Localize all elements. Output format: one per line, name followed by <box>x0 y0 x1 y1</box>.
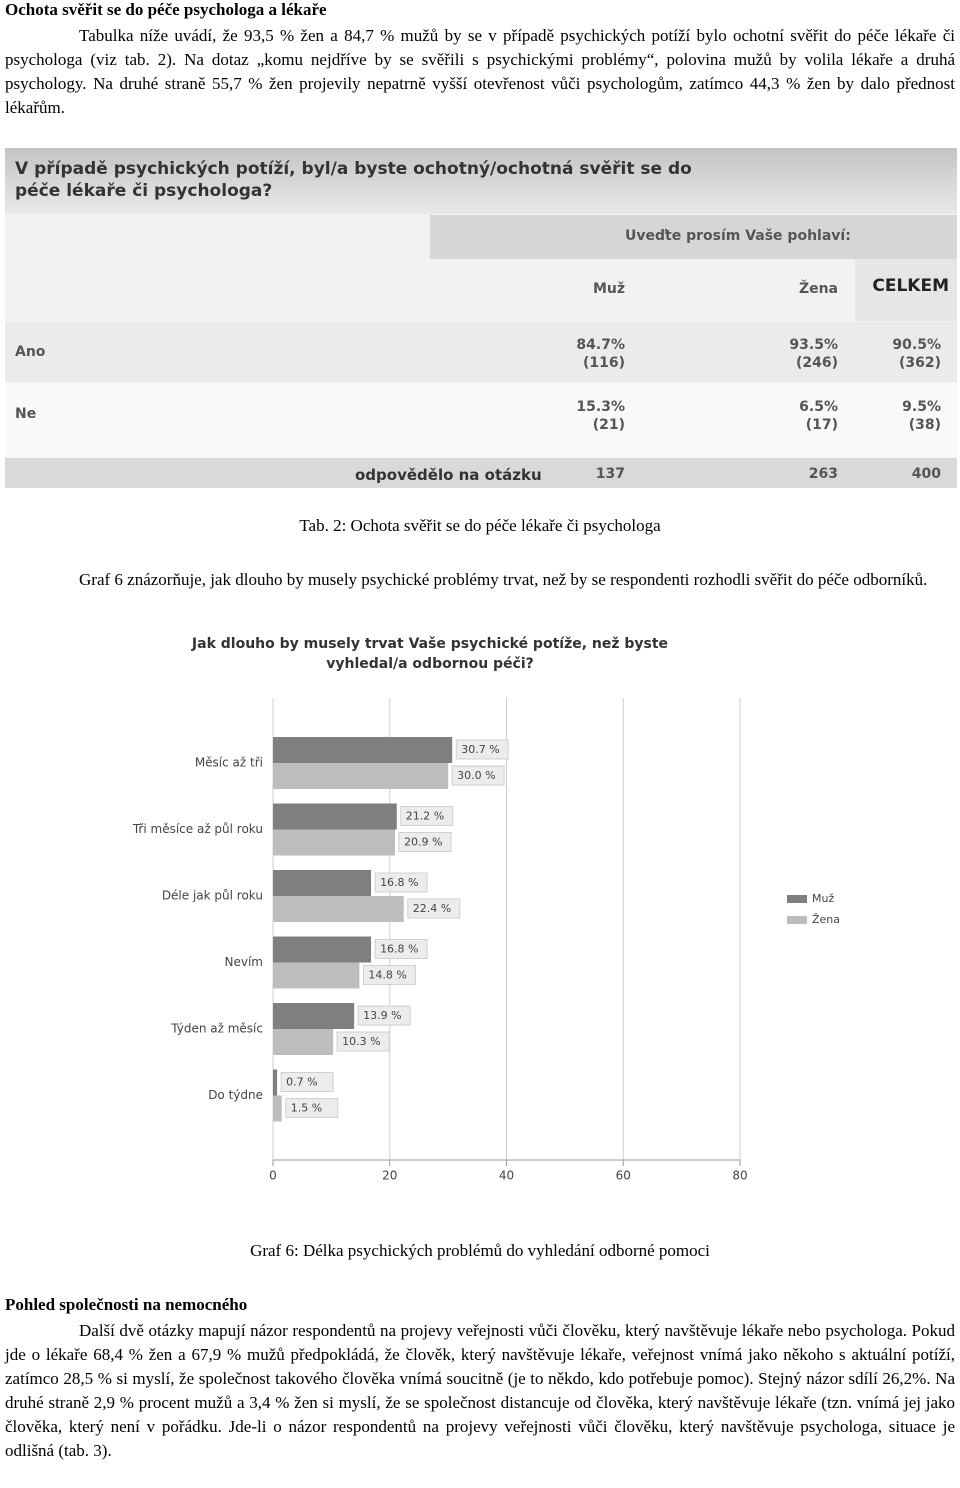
x-tick-label: 20 <box>382 1169 397 1183</box>
bar <box>273 763 449 789</box>
total-col <box>855 259 957 321</box>
row-label: Ano <box>15 344 46 360</box>
paragraph: Další dvě otázky mapují názor respondent… <box>5 1321 955 1460</box>
x-tick-label: 60 <box>616 1169 631 1183</box>
legend-swatch <box>787 895 807 903</box>
count: (362) <box>898 355 941 371</box>
bar <box>273 870 372 896</box>
group-box <box>430 215 957 259</box>
col-header: Muž <box>592 281 625 297</box>
count: (21) <box>592 417 625 433</box>
value-label: 16.8 % <box>380 876 418 889</box>
row-bg <box>5 322 957 382</box>
y-tick-label: Týden až měsíc <box>170 1022 263 1036</box>
table-title: V případě psychických potíží, byl/a byst… <box>15 159 692 201</box>
heading: Pohled společnosti na nemocného <box>5 1295 248 1314</box>
y-tick-label: Nevím <box>225 955 263 969</box>
y-tick-label: Tři měsíce až půl roku <box>132 822 263 836</box>
col-header: CELKEM <box>872 276 949 296</box>
value-label: 16.8 % <box>380 943 418 956</box>
pct: 93.5% <box>789 337 838 353</box>
cell: 9.5% (38) <box>841 398 941 434</box>
y-tick-label: Do týdne <box>208 1088 263 1102</box>
heading: Ochota svěřit se do péče psychologa a lé… <box>5 0 327 19</box>
legend-label: Žena <box>812 913 840 926</box>
legend-swatch <box>787 916 807 924</box>
cell: 90.5% (362) <box>841 336 941 372</box>
bar <box>273 1003 355 1029</box>
value-label-box <box>398 832 452 852</box>
value-label: 21.2 % <box>406 810 444 823</box>
value-label: 22.4 % <box>413 902 451 915</box>
value-label-box <box>285 1098 339 1118</box>
cell: 6.5% (17) <box>738 398 838 434</box>
bar <box>273 962 360 989</box>
total-bg <box>5 458 957 488</box>
value-label-box <box>357 1005 411 1026</box>
value-label-box <box>455 739 509 760</box>
table: V případě psychických potíží, byl/a byst… <box>5 148 957 488</box>
col-header: Žena <box>798 281 838 297</box>
bar <box>273 896 404 922</box>
value-label-box <box>362 965 416 985</box>
value-label: 20.9 % <box>404 836 442 849</box>
value-label-box <box>374 939 428 959</box>
value-label-box <box>451 765 505 786</box>
count: (17) <box>805 417 838 433</box>
pct: 6.5% <box>799 399 838 415</box>
value-label: 1.5 % <box>291 1102 322 1115</box>
pct: 84.7% <box>576 337 625 353</box>
cell: 15.3% (21) <box>525 398 625 434</box>
pct: 15.3% <box>576 399 625 415</box>
caption: Graf 6: Délka psychických problémů do vy… <box>250 1241 710 1260</box>
value-label-box <box>336 1031 390 1052</box>
bar <box>273 1069 278 1096</box>
value-label: 30.7 % <box>461 743 499 756</box>
y-tick-label: Měsíc až tři <box>195 756 263 770</box>
cell: 84.7% (116) <box>525 336 625 372</box>
count: (116) <box>582 355 625 371</box>
group-header: Uveďte prosím Vaše pohlaví: <box>625 228 851 244</box>
value-label: 30.0 % <box>457 769 495 782</box>
caption: Tab. 2: Ochota svěřit se do péče lékaře … <box>299 516 661 535</box>
value-label-box <box>407 898 461 919</box>
pct: 90.5% <box>892 337 941 353</box>
value-label: 10.3 % <box>342 1035 380 1048</box>
x-tick-label: 40 <box>499 1169 514 1183</box>
bar <box>273 1095 282 1122</box>
paragraph: Tabulka níže uvádí, že 93,5 % žen a 84,7… <box>5 26 955 117</box>
paragraph: Graf 6 znázorňuje, jak dlouho by musely … <box>79 570 928 589</box>
total: 400 <box>911 466 941 482</box>
cell: 93.5% (246) <box>738 336 838 372</box>
bar <box>273 737 453 763</box>
bar <box>273 1029 334 1055</box>
y-tick-label: Déle jak půl roku <box>162 889 263 903</box>
value-label-box <box>280 1072 334 1092</box>
row-label: Ne <box>15 406 37 422</box>
value-label-box <box>400 806 454 826</box>
chart-title: Jak dlouho by musely trvat Vaše psychick… <box>191 636 669 672</box>
value-label-box <box>374 872 428 893</box>
value-label: 0.7 % <box>286 1076 317 1089</box>
total: 263 <box>808 466 838 482</box>
pct: 9.5% <box>902 399 941 415</box>
count: (38) <box>908 417 941 433</box>
table-title-bar <box>5 148 957 214</box>
value-label: 14.8 % <box>368 969 406 982</box>
total-label: odpovědělo na otázku <box>355 466 542 484</box>
total: 137 <box>595 466 625 482</box>
row-bg <box>5 383 957 458</box>
legend-label: Muž <box>812 892 834 905</box>
bar <box>273 829 396 856</box>
bar <box>273 803 397 830</box>
bar <box>273 936 372 963</box>
count: (246) <box>795 355 838 371</box>
value-label: 13.9 % <box>363 1009 401 1022</box>
x-tick-label: 0 <box>269 1169 277 1183</box>
x-tick-label: 80 <box>732 1169 747 1183</box>
